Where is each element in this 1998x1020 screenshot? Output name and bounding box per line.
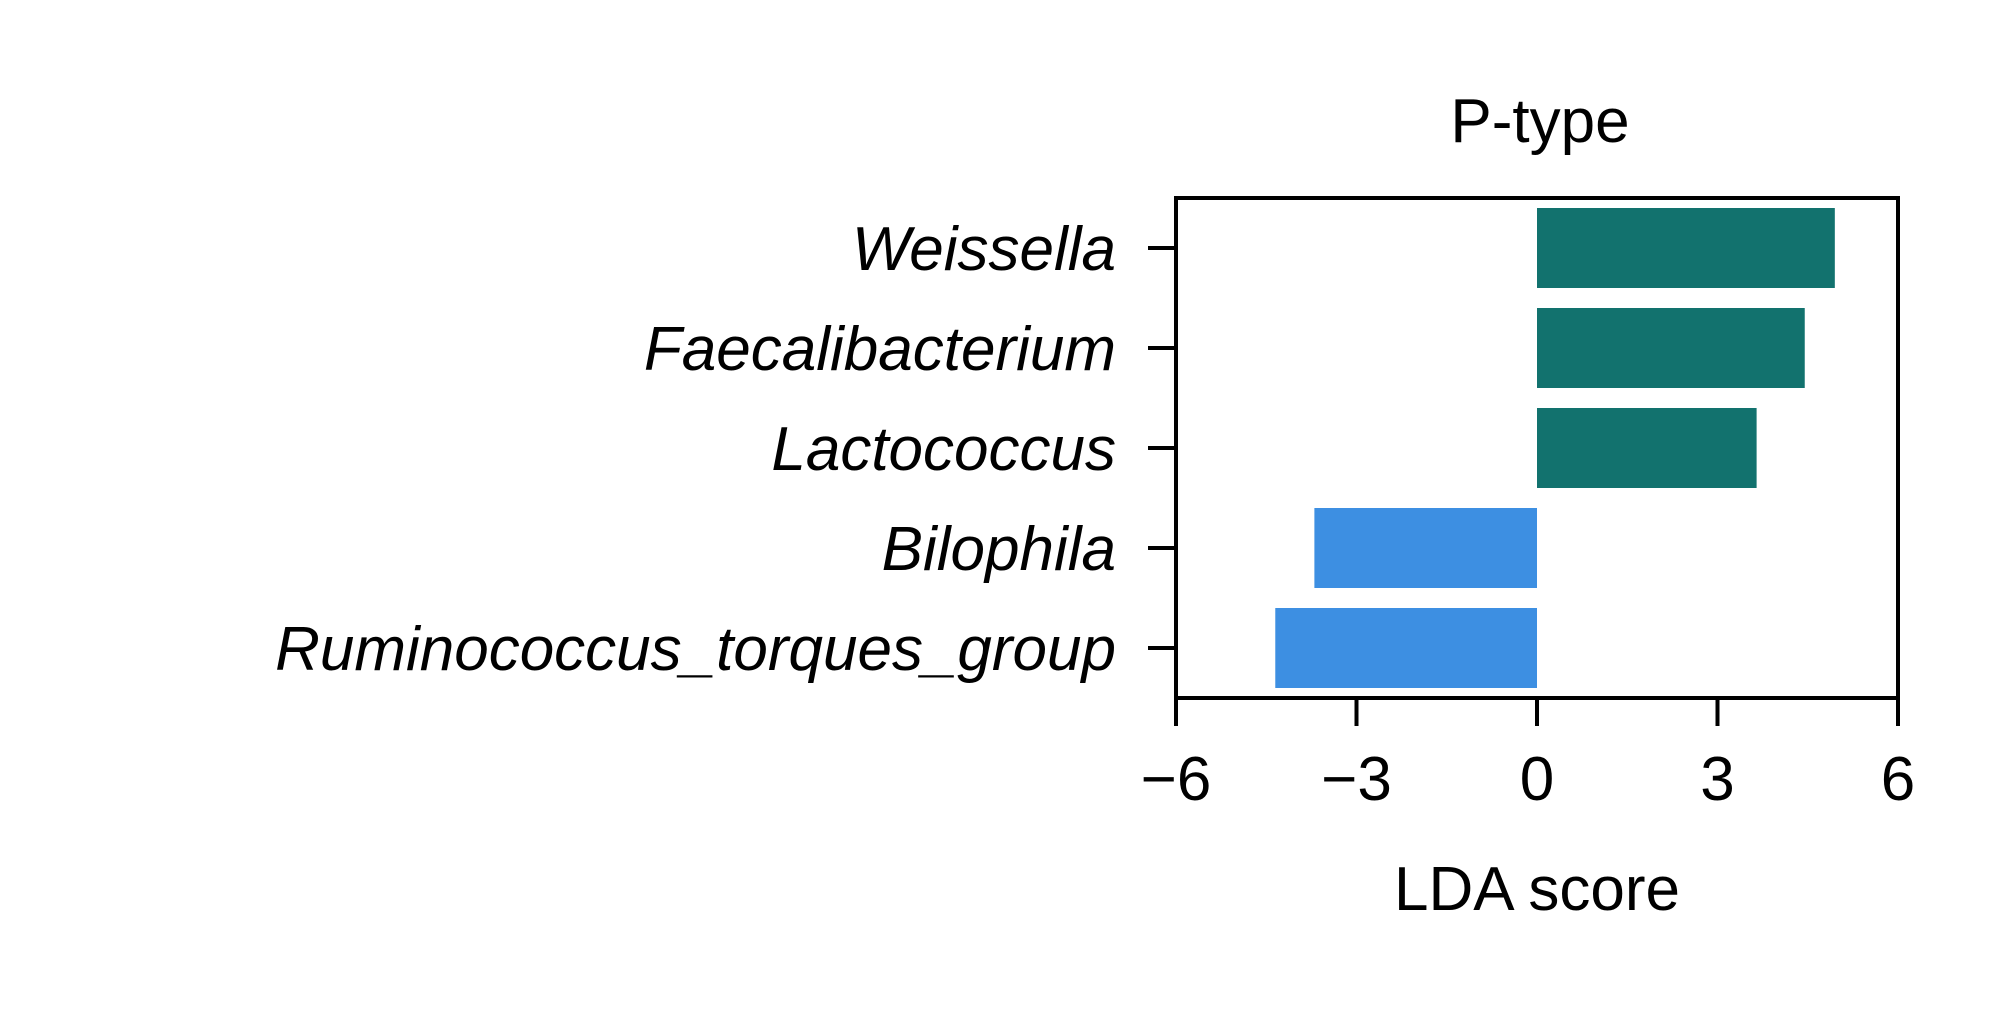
plot-frame <box>1174 196 1900 700</box>
bar-weissella <box>1537 208 1835 288</box>
bar-bilophila <box>1314 508 1537 588</box>
x-tick-label: 3 <box>1700 745 1734 814</box>
y-tick-label: Bilophila <box>882 515 1116 584</box>
x-tick-label: −6 <box>1141 745 1212 814</box>
x-axis: −6 −3 0 3 6 <box>1141 698 1915 814</box>
x-axis-label: LDA score <box>1394 855 1680 924</box>
bars-group <box>1275 208 1835 688</box>
x-tick-label: −3 <box>1321 745 1392 814</box>
x-tick-label: 6 <box>1881 745 1915 814</box>
x-tick-label: 0 <box>1520 745 1554 814</box>
y-tick-label: Faecalibacterium <box>644 315 1116 384</box>
y-tick-label: Weissella <box>852 215 1116 284</box>
y-tick-label: Lactococcus <box>771 415 1116 484</box>
y-tick-label: Ruminococcus_torques_group <box>275 615 1116 684</box>
chart-title: P-type <box>1450 87 1629 156</box>
bar-ruminococcus-torques-group <box>1275 608 1537 688</box>
bar-lactococcus <box>1537 408 1757 488</box>
y-axis: Weissella Faecalibacterium Lactococcus Bilo… <box>275 215 1176 684</box>
bar-faecalibacterium <box>1537 308 1805 388</box>
